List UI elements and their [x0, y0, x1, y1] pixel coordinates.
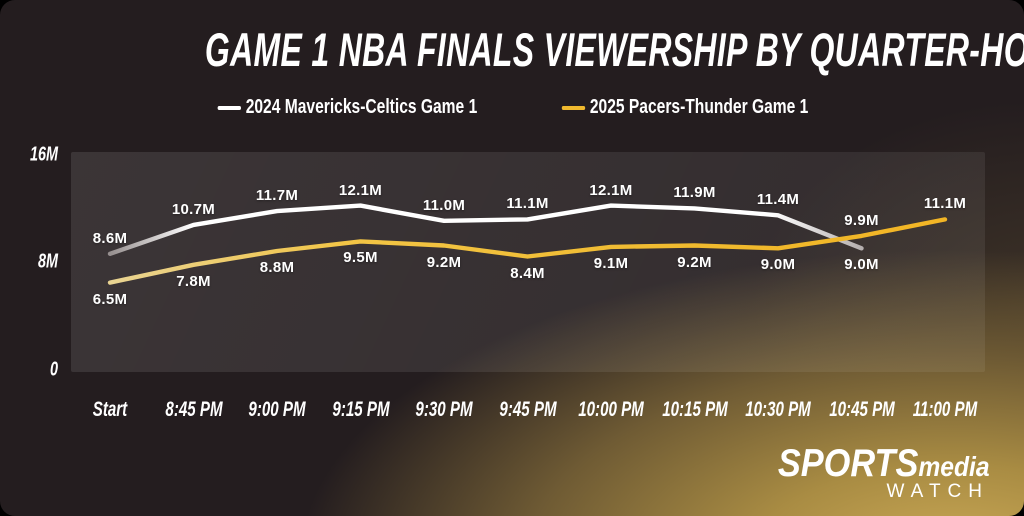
data-label-series1-9: 9.9M: [844, 211, 879, 229]
y-tick-0: 0: [49, 358, 58, 381]
x-tick-11-00-pm: 11:00 PM: [912, 398, 978, 421]
data-label-series1-2: 8.8M: [259, 259, 295, 276]
y-tick-16m: 16M: [29, 143, 58, 166]
data-label-series1-8: 9.0M: [760, 256, 796, 274]
x-tick-10-45-pm: 10:45 PM: [828, 398, 895, 421]
x-tick-9-30-pm: 9:30 PM: [415, 398, 473, 421]
y-tick-8m: 8M: [37, 250, 58, 273]
data-label-series1-4: 9.2M: [426, 253, 462, 271]
legend-item-2024: 2024 Mavericks-Celtics Game 1: [217, 96, 477, 119]
legend: 2024 Mavericks-Celtics Game 1 2025 Pacer…: [0, 96, 1024, 119]
sportsmedia-watch-logo: SPORTS media WATCH: [749, 444, 990, 504]
legend-item-2025: 2025 Pacers-Thunder Game 1: [562, 96, 809, 119]
x-tick-8-45-pm: 8:45 PM: [164, 398, 223, 421]
data-label-series1-6: 9.1M: [593, 254, 629, 272]
data-label-series0-2: 11.7M: [255, 187, 299, 205]
data-label-series1-5: 8.4M: [510, 264, 545, 282]
x-tick-10-00-pm: 10:00 PM: [578, 398, 644, 421]
data-label-series0-6: 12.1M: [589, 181, 633, 199]
logo-wordmark: SPORTS media: [778, 444, 990, 483]
logo-sports-text: SPORTS: [778, 442, 919, 486]
data-label-series0-3: 12.1M: [338, 181, 383, 199]
x-tick-start: Start: [92, 398, 128, 421]
x-tick-10-30-pm: 10:30 PM: [745, 398, 811, 421]
data-label-series1-7: 9.2M: [677, 253, 712, 271]
chart-title: GAME 1 NBA FINALS VIEWERSHIP BY QUARTER-…: [0, 24, 1024, 76]
x-tick-9-00-pm: 9:00 PM: [248, 398, 306, 421]
data-label-series0-5: 11.1M: [506, 195, 549, 213]
legend-label-2024: 2024 Mavericks-Celtics Game 1: [245, 96, 477, 118]
data-label-series0-7: 11.9M: [673, 184, 716, 202]
logo-watch-text: WATCH: [886, 481, 989, 503]
data-label-series1-0: 6.5M: [92, 290, 128, 308]
data-label-series0-1: 10.7M: [171, 200, 216, 218]
x-tick-9-45-pm: 9:45 PM: [498, 398, 557, 421]
chart-title-text: GAME 1 NBA FINALS VIEWERSHIP BY QUARTER-…: [204, 23, 1024, 76]
data-label-series0-4: 11.0M: [422, 196, 466, 214]
data-label-series1-10: 11.1M: [923, 195, 967, 213]
data-label-series0-0: 8.6M: [92, 229, 128, 247]
data-label-series1-3: 9.5M: [343, 249, 378, 267]
data-label-series0-8: 11.4M: [756, 191, 800, 209]
data-label-series0-9: 9.0M: [844, 256, 879, 274]
x-tick-9-15-pm: 9:15 PM: [331, 398, 390, 421]
legend-label-2025: 2025 Pacers-Thunder Game 1: [590, 96, 809, 118]
data-label-series1-1: 7.8M: [176, 272, 211, 290]
logo-media-text: media: [918, 451, 990, 483]
legend-line-swatch-2024: [217, 105, 241, 110]
x-tick-10-15-pm: 10:15 PM: [661, 398, 728, 421]
legend-line-swatch-2025: [562, 105, 586, 110]
